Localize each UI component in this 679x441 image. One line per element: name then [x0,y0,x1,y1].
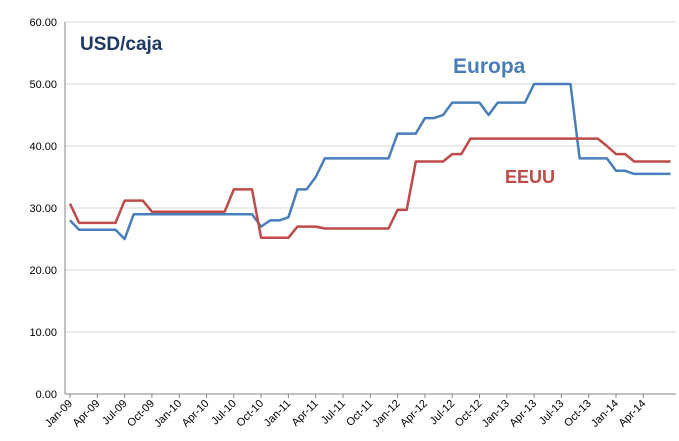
y-axis-label: USD/caja [80,34,163,55]
x-tick-label: Jan-09 [43,398,75,430]
y-tick-label: 0.00 [36,389,57,401]
x-tick-label: Jul-09 [100,398,130,428]
series-line [69,82,671,241]
x-tick-label: Jan-11 [262,398,294,430]
x-tick-label: Apr-13 [507,398,539,430]
series-label: EEUU [505,167,555,187]
y-tick-label: 60.00 [29,17,57,29]
x-tick-label: Jul-10 [209,398,239,428]
x-tick-label: Jul-13 [537,398,567,428]
x-tick-label: Apr-11 [290,398,321,429]
x-tick-label: Jan-14 [589,398,621,430]
x-tick-label: Oct-09 [125,398,157,430]
y-tick-label: 20.00 [29,265,57,277]
y-tick-label: 40.00 [29,141,57,153]
x-tick-label: Oct-13 [562,398,594,430]
x-tick-label: Jul-12 [428,398,458,428]
x-tick-label: Jul-11 [319,398,348,427]
series-line [68,137,671,240]
x-tick-label: Jan-12 [370,398,402,430]
x-tick-label: Jan-13 [480,398,512,430]
x-tick-label: Apr-09 [71,398,103,430]
y-tick-label: 50.00 [29,79,57,91]
y-tick-label: 10.00 [29,327,57,339]
x-tick-label: Apr-10 [180,398,212,430]
x-tick-label: Apr-12 [398,398,430,430]
y-tick-label: 30.00 [29,203,57,215]
series-label: Europa [453,55,526,78]
x-tick-label: Oct-10 [234,398,266,430]
x-tick-label: Jan-10 [152,398,184,430]
x-tick-label: Oct-11 [344,398,375,429]
x-tick-label: Apr-14 [617,398,649,430]
x-tick-label: Oct-12 [453,398,485,430]
